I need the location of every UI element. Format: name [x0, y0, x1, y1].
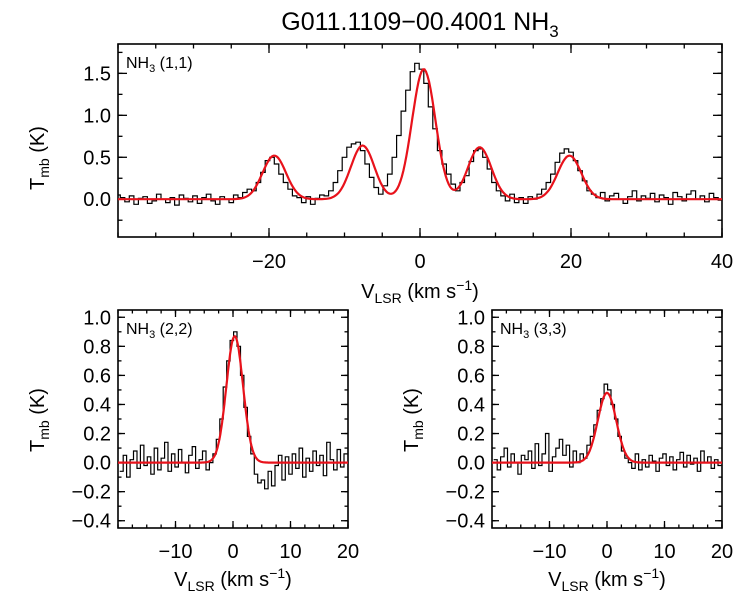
panel-label: NH3 (1,1) — [126, 55, 193, 75]
y-tick-label: −0.2 — [446, 482, 485, 504]
x-axis-label: VLSR (km s−1) — [548, 565, 666, 594]
y-tick-label: −0.2 — [72, 482, 111, 504]
y-tick-label: 0.2 — [457, 424, 485, 446]
y-tick-label: 0.8 — [457, 336, 485, 358]
panel-nh3-11: −20 0 20 40 0.0 0.5 1.0 1.5 NH3 (1,1) VLSR (km s−… — [27, 43, 733, 306]
observed-spectrum — [118, 62, 722, 206]
y-tick-label: 0.4 — [457, 394, 485, 416]
x-tick-label: −10 — [533, 541, 567, 563]
gaussian-fit-curve — [492, 391, 722, 464]
y-tick-label: −0.4 — [446, 511, 485, 533]
y-axis-label: Tmb (K) — [27, 126, 52, 190]
x-tick-label: 0 — [601, 541, 612, 563]
x-tick-label: 20 — [337, 541, 359, 563]
x-tick-label: 0 — [414, 251, 425, 273]
y-tick-label: 1.0 — [83, 105, 111, 127]
x-tick-label: 20 — [711, 541, 733, 563]
x-tick-label: 40 — [711, 251, 733, 273]
y-tick-label: −0.4 — [72, 511, 111, 533]
y-tick-label: 0.0 — [83, 189, 111, 211]
observed-spectrum — [493, 383, 722, 475]
y-tick-label: 0.0 — [457, 453, 485, 475]
x-tick-label: 20 — [560, 251, 582, 273]
gaussian-fit-curve — [118, 68, 722, 201]
x-axis-label: VLSR (km s−1) — [361, 277, 479, 306]
x-tick-label: 10 — [279, 541, 301, 563]
x-tick-label: −20 — [252, 251, 286, 273]
y-tick-label: 0.8 — [83, 336, 111, 358]
x-axis-label: VLSR (km s−1) — [174, 565, 292, 594]
panel-label: NH3 (2,2) — [126, 321, 193, 341]
panel-label: NH3 (3,3) — [500, 321, 567, 341]
panel-nh3-33: −10 0 10 20 −0.4 −0.2 0.0 0.2 0.4 0.6 0.8 1.0 NH3 (3… — [401, 307, 733, 594]
x-tick-label: −10 — [159, 541, 193, 563]
y-axis-label: Tmb (K) — [27, 388, 52, 452]
x-tick-label: 10 — [653, 541, 675, 563]
y-tick-label: 0.6 — [457, 365, 485, 387]
y-tick-label: 1.5 — [83, 63, 111, 85]
y-tick-label: 0.6 — [83, 365, 111, 387]
y-tick-label: 1.0 — [457, 307, 485, 329]
figure-title: G011.1109−00.4001 NH3 — [281, 8, 559, 41]
gaussian-fit-curve — [118, 334, 348, 464]
y-axis-label: Tmb (K) — [401, 388, 426, 452]
y-tick-label: 1.0 — [83, 307, 111, 329]
x-tick-label: 0 — [227, 541, 238, 563]
observed-spectrum — [119, 331, 348, 490]
y-tick-label: 0.2 — [83, 424, 111, 446]
y-tick-label: 0.0 — [83, 453, 111, 475]
panel-nh3-22: −10 0 10 20 −0.4 −0.2 0.0 0.2 0.4 0.6 0.8 1.0 NH3 (2… — [27, 307, 359, 594]
y-tick-label: 0.4 — [83, 394, 111, 416]
y-tick-label: 0.5 — [83, 147, 111, 169]
plot-frame — [491, 309, 723, 529]
